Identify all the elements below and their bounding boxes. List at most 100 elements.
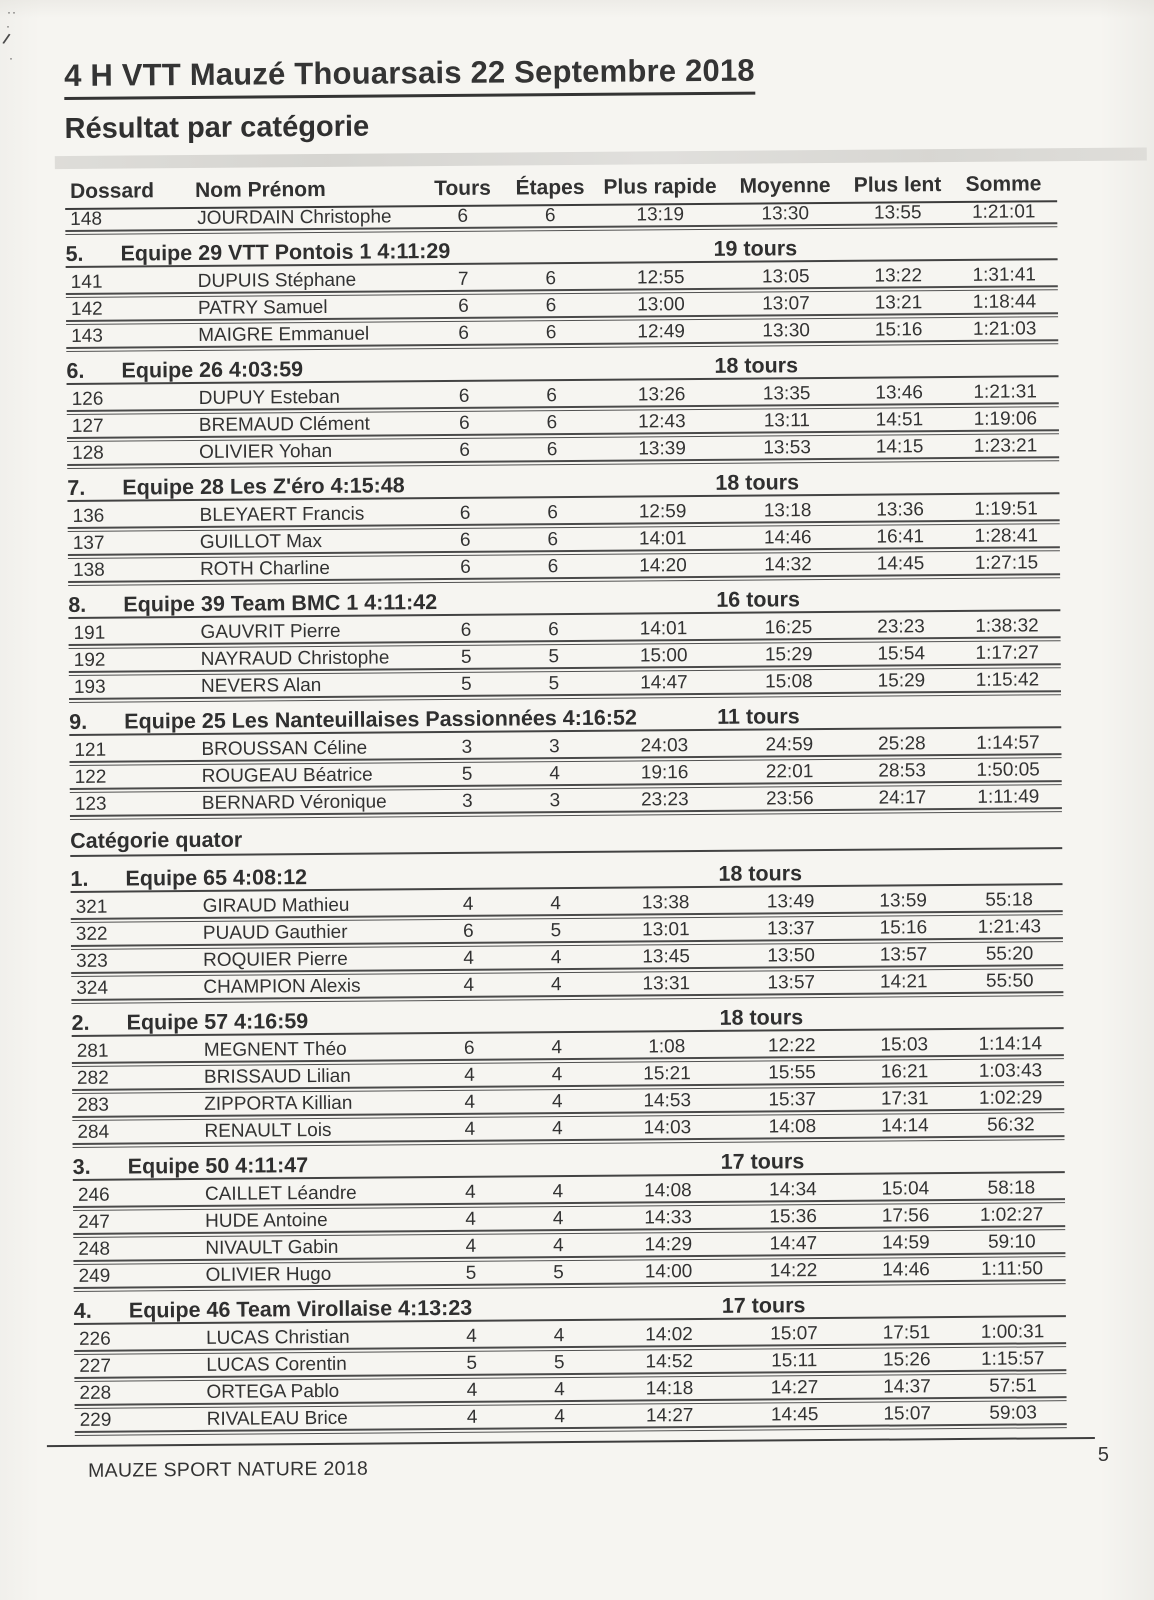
cell-dossard: 284: [77, 1121, 110, 1143]
cell-dossard: 247: [78, 1211, 110, 1233]
cell-nom: BLEYAERT Francis: [199, 503, 365, 526]
cell-etapes: 4: [552, 1118, 563, 1140]
cell-dossard: 228: [79, 1382, 112, 1404]
cell-rapide: 13:26: [637, 384, 686, 406]
category-heading: Catégorie quator: [70, 821, 1063, 857]
cell-dossard: 123: [74, 793, 107, 815]
scan-artifact: /: [0, 30, 12, 49]
cell-rapide: 13:01: [642, 919, 690, 941]
cell-etapes: 6: [547, 556, 559, 578]
cell-etapes: 4: [552, 1235, 564, 1257]
cell-somme: 1:19:51: [974, 498, 1038, 520]
cell-moyenne: 24:59: [765, 734, 814, 756]
cell-rapide: 14:33: [644, 1207, 692, 1229]
cell-lent: 14:51: [875, 409, 924, 431]
cell-moyenne: 13:57: [767, 972, 816, 994]
cell-nom: ORTEGA Pablo: [206, 1380, 340, 1403]
cell-nom: ROTH Charline: [199, 557, 330, 580]
cell-moyenne: 14:45: [770, 1404, 819, 1426]
cell-dossard: 143: [71, 325, 103, 347]
section-rank: 7.: [67, 475, 86, 500]
cell-dossard: 249: [78, 1265, 111, 1287]
section-rank: 9.: [69, 709, 88, 734]
cell-lent: 14:46: [882, 1259, 930, 1281]
section-rank: 3.: [72, 1154, 91, 1179]
cell-rapide: 14:27: [645, 1405, 694, 1427]
cell-dossard: 121: [74, 739, 107, 761]
cell-lent: 24:17: [878, 787, 927, 809]
cell-nom: BERNARD Véronique: [201, 791, 387, 814]
section-header: 9. Equipe 25 Les Nanteuillaises Passionné…: [69, 702, 1062, 736]
cell-lent: 15:07: [883, 1403, 932, 1425]
cell-rapide: 14:03: [643, 1117, 692, 1139]
cell-etapes: 6: [547, 529, 559, 551]
cell-dossard: 191: [73, 622, 106, 644]
cell-lent: 14:14: [881, 1115, 929, 1137]
table-row: 136 BLEYAERT Francis 6 6 12:59 13:18 13:36 1:19…: [67, 498, 1060, 529]
cell-lent: 15:16: [874, 319, 923, 341]
section-header: 1. Equipe 65 4:08:12 18 tours: [70, 859, 1063, 893]
cell-moyenne: 13:11: [763, 410, 811, 432]
cell-rapide: 12:59: [638, 501, 687, 523]
cell-nom: GAUVRIT Pierre: [200, 620, 341, 643]
cell-somme: 1:38:32: [975, 615, 1039, 637]
cell-tours: 3: [461, 736, 473, 758]
table-row: 192 NAYRAUD Christophe 5 5 15:00 15:29 15:54 1:…: [68, 642, 1061, 673]
cell-lent: 14:21: [879, 971, 928, 993]
cell-tours: 4: [463, 974, 475, 996]
section-header: 5. Equipe 29 VTT Pontois 1 4:11:29 19 tour…: [65, 234, 1058, 268]
cell-rapide: 12:49: [637, 321, 686, 343]
section-tours-label: 18 tours: [719, 1005, 804, 1030]
table-row: 246 CAILLET Léandre 4 4 14:08 14:34 15:04 58:18: [72, 1177, 1066, 1208]
cell-somme: 55:20: [985, 943, 1034, 965]
section-team-name: Equipe 28 Les Z'éro 4:15:48: [122, 473, 405, 500]
cell-nom: GUILLOT Max: [199, 530, 323, 553]
section-header: 4. Equipe 46 Team Virollaise 4:13:23 17 to…: [73, 1291, 1066, 1325]
cell-lent: 25:28: [878, 733, 926, 755]
section-team-name: Equipe 26 4:03:59: [121, 357, 304, 383]
section-header: 8. Equipe 39 Team BMC 1 4:11:42 16 tours: [68, 585, 1061, 619]
cell-rapide: 19:16: [640, 762, 689, 784]
cell-somme: 1:27:15: [974, 552, 1039, 574]
cell-lent: 16:41: [876, 526, 925, 548]
cell-somme: 1:23:21: [973, 435, 1038, 457]
cell-moyenne: 15:55: [768, 1062, 816, 1084]
section-header: 3. Equipe 50 4:11:47 17 tours: [72, 1147, 1065, 1181]
table-row: 128 OLIVIER Yohan 6 6 13:39 13:53 14:15 1:23:21: [67, 435, 1060, 466]
cell-etapes: 6: [548, 619, 559, 641]
cell-somme: 1:15:42: [975, 669, 1040, 691]
cell-etapes: 4: [554, 1406, 566, 1428]
cell-moyenne: 15:36: [769, 1206, 817, 1228]
cell-rapide: 1:08: [648, 1036, 686, 1058]
column-header-etapes: Étapes: [515, 175, 585, 200]
cell-tours: 4: [463, 947, 474, 969]
cell-tours: 6: [460, 556, 471, 578]
cell-etapes: 4: [550, 893, 562, 915]
cell-lent: 17:31: [880, 1088, 929, 1110]
cell-lent: 28:53: [878, 760, 926, 782]
cell-somme: 1:03:43: [978, 1060, 1043, 1082]
cell-rapide: 23:23: [640, 789, 689, 811]
cell-nom: NEVERS Alan: [200, 674, 322, 697]
cell-tours: 6: [458, 322, 470, 344]
table-row: 228 ORTEGA Pablo 4 4 14:18 14:27 14:37 57:51: [74, 1375, 1067, 1406]
cell-somme: 1:21:43: [977, 916, 1042, 938]
cell-somme: 1:00:31: [980, 1321, 1045, 1343]
cell-dossard: 282: [76, 1067, 109, 1089]
cell-somme: 55:18: [985, 889, 1033, 911]
cell-tours: 6: [459, 529, 471, 551]
cell-rapide: 12:55: [636, 267, 685, 289]
cell-somme: 59:10: [987, 1231, 1036, 1253]
cell-somme: 1:11:49: [977, 786, 1040, 808]
cell-somme: 1:02:27: [979, 1204, 1044, 1226]
cell-tours: 6: [460, 619, 472, 641]
column-header-plus-lent: Plus lent: [853, 173, 942, 197]
cell-lent: 13:55: [873, 202, 922, 224]
page-number: 5: [1097, 1443, 1110, 1466]
cell-etapes: 5: [553, 1352, 565, 1374]
section-tours-label: 16 tours: [716, 587, 801, 612]
cell-nom: RIVALEAU Brice: [206, 1407, 348, 1430]
cell-dossard: 227: [79, 1355, 112, 1377]
cell-nom: PATRY Samuel: [197, 296, 328, 319]
section-team-name: Equipe 50 4:11:47: [127, 1153, 309, 1179]
